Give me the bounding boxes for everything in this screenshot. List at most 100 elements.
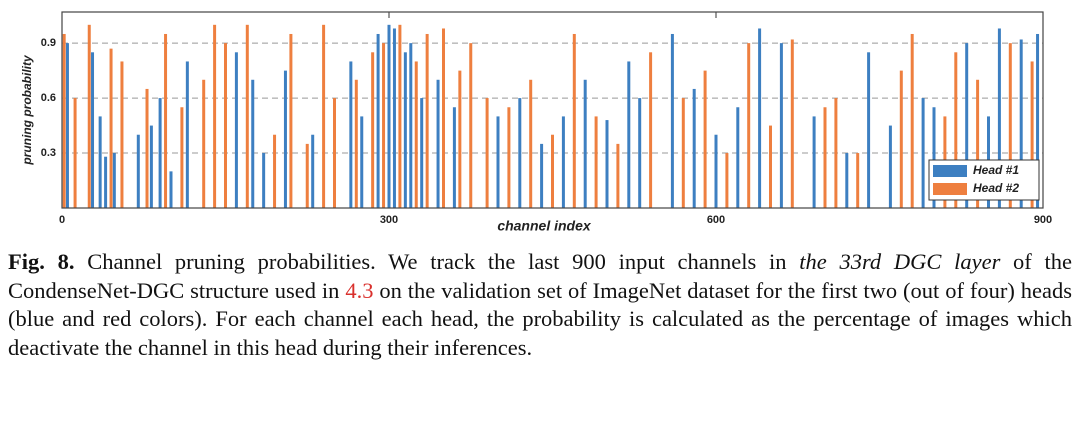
bar — [856, 153, 860, 208]
bar — [725, 153, 729, 208]
bar — [747, 43, 751, 209]
bar — [496, 116, 500, 208]
bar — [91, 52, 95, 208]
bar — [149, 125, 153, 208]
bar — [888, 125, 892, 208]
bar — [289, 33, 293, 208]
x-tick-label: 900 — [1034, 214, 1052, 226]
bar — [98, 116, 102, 208]
bar — [398, 24, 402, 208]
bar — [736, 107, 740, 208]
bar — [283, 70, 287, 208]
bar — [834, 98, 838, 208]
caption-text: of the CondenseNet-DGC structure used in — [8, 249, 1073, 303]
bar — [976, 79, 980, 209]
bar — [305, 143, 309, 208]
bar — [681, 98, 685, 208]
bar — [758, 28, 762, 209]
bar — [670, 33, 674, 208]
plot-frame — [61, 11, 1044, 209]
bar — [965, 43, 969, 209]
bar — [997, 28, 1001, 209]
bar — [224, 43, 227, 209]
bar — [812, 116, 816, 208]
bar — [551, 134, 554, 208]
bar — [371, 52, 375, 208]
bar — [627, 61, 631, 208]
bar — [333, 98, 336, 208]
bar — [382, 43, 386, 209]
caption-text: Channel pruning probabilities. We track … — [87, 249, 800, 274]
bar — [954, 52, 958, 208]
bar — [910, 33, 914, 208]
bar — [703, 70, 707, 208]
bar — [360, 116, 364, 208]
bar — [104, 156, 108, 208]
bar — [845, 153, 849, 208]
bar — [65, 43, 69, 209]
bar — [73, 98, 77, 208]
bar — [213, 24, 217, 208]
bar — [112, 153, 116, 208]
bar — [273, 134, 277, 208]
bar — [779, 43, 783, 209]
bar — [692, 88, 696, 208]
bar — [158, 98, 162, 208]
caption-text: the 33rd DGC layer — [799, 249, 1001, 274]
bar — [164, 33, 168, 208]
caption-ref: 4.3 — [345, 277, 374, 303]
bar — [638, 98, 642, 208]
bar — [436, 79, 440, 209]
y-tick-label: 0.9 — [41, 37, 56, 49]
legend-swatch — [933, 183, 967, 195]
bar — [769, 125, 772, 208]
x-tick-label: 600 — [707, 214, 725, 226]
bar — [354, 79, 358, 209]
y-tick-label: 0.3 — [41, 147, 56, 159]
legend-label: Head #1 — [973, 163, 1019, 177]
bar — [458, 70, 462, 208]
bar — [262, 153, 266, 208]
bar — [376, 33, 380, 208]
x-tick-label: 300 — [380, 214, 398, 226]
bar — [1019, 39, 1023, 208]
bar — [583, 79, 587, 209]
bar — [62, 33, 66, 208]
bar — [485, 98, 489, 208]
bar — [442, 28, 445, 209]
bar — [921, 98, 925, 208]
bar — [649, 52, 653, 208]
bar — [1036, 33, 1040, 208]
bar — [790, 39, 794, 208]
bar — [349, 61, 353, 208]
legend-swatch — [933, 165, 967, 177]
caption-label: Fig. 8. — [8, 249, 75, 274]
bar — [311, 134, 315, 208]
bar — [605, 120, 609, 208]
bar — [867, 52, 871, 208]
bar — [409, 43, 413, 209]
bar — [414, 61, 418, 208]
caption-text: on the validation set of ImageNet datase… — [8, 277, 1072, 360]
x-tick-label: 0 — [59, 214, 65, 226]
bar — [899, 70, 903, 208]
bar — [1030, 61, 1034, 208]
bar — [180, 107, 184, 208]
bar — [529, 79, 533, 209]
bar — [387, 24, 391, 208]
bar — [169, 171, 173, 208]
bar — [572, 33, 576, 208]
bar — [420, 98, 424, 208]
bar — [1008, 43, 1012, 209]
bar — [145, 88, 149, 208]
legend-label: Head #2 — [973, 181, 1019, 195]
bar — [616, 143, 620, 208]
y-tick-label: 0.6 — [41, 92, 56, 104]
bar — [540, 143, 544, 208]
bar — [561, 116, 565, 208]
bar — [452, 107, 456, 208]
bar — [234, 52, 238, 208]
bar — [823, 107, 827, 208]
bar — [120, 61, 124, 208]
